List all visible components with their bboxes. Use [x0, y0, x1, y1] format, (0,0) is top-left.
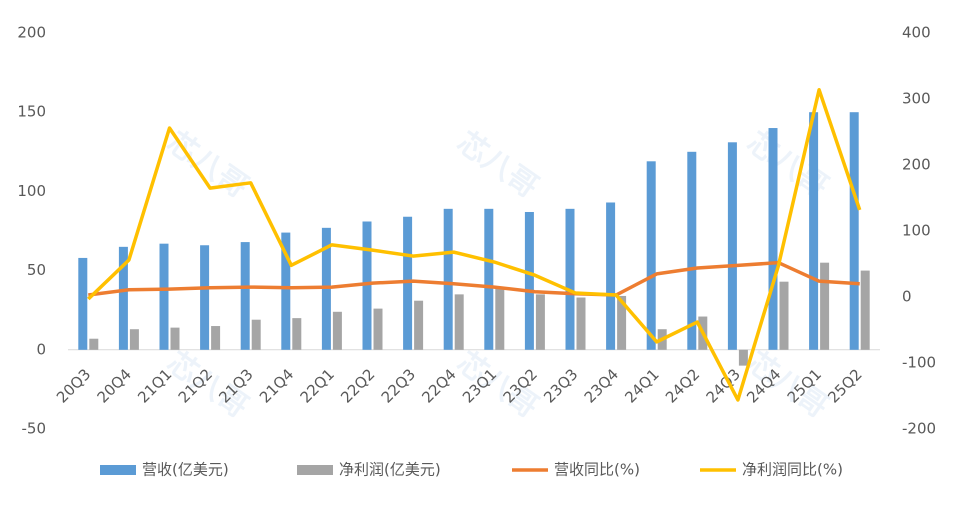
y2-tick-label: -200: [902, 420, 936, 438]
bar: [159, 243, 169, 350]
bar: [362, 221, 372, 350]
y-tick-label: 200: [17, 24, 46, 42]
bar: [403, 216, 413, 350]
bar: [495, 288, 505, 350]
bar: [281, 232, 291, 350]
bar: [535, 294, 545, 350]
watermark: 芯八哥: [741, 125, 835, 205]
bar: [373, 308, 383, 350]
x-tick-label: 22Q1: [297, 365, 338, 406]
bar: [414, 300, 424, 350]
y-tick-label: -50: [22, 420, 47, 438]
x-tick-label: 24Q1: [621, 365, 662, 406]
bar: [809, 112, 819, 350]
bar: [646, 161, 656, 350]
x-tick-label: 20Q4: [94, 365, 135, 406]
x-tick-label: 22Q3: [378, 365, 419, 406]
bar: [78, 257, 88, 350]
legend-label: 营收(亿美元): [142, 461, 229, 479]
bar: [443, 208, 453, 350]
y2-tick-label: 0: [902, 288, 912, 306]
bar: [251, 319, 261, 350]
x-tick-label: 22Q2: [337, 365, 378, 406]
bar: [687, 151, 697, 350]
watermark: 芯八哥: [451, 125, 545, 205]
y2-tick-label: 400: [902, 24, 931, 42]
bar: [484, 208, 494, 350]
bar: [129, 329, 139, 350]
bar: [820, 262, 830, 350]
bar: [118, 246, 128, 350]
bar: [849, 112, 859, 350]
legend-label: 净利润(亿美元): [339, 461, 441, 479]
bar: [768, 128, 778, 350]
y2-tick-label: 200: [902, 156, 931, 174]
y-tick-label: 100: [17, 182, 46, 200]
bar: [617, 295, 627, 350]
bar: [292, 318, 302, 350]
y-tick-label: 0: [36, 340, 46, 358]
line: [88, 260, 860, 297]
bar: [240, 242, 250, 350]
bar: [524, 211, 534, 350]
y-tick-label: 150: [17, 103, 46, 121]
bar: [565, 208, 575, 350]
x-tick-label: 23Q3: [540, 365, 581, 406]
y-tick-label: 50: [27, 261, 46, 279]
x-tick-label: 23Q4: [581, 365, 622, 406]
bar: [738, 349, 748, 366]
bar: [727, 142, 737, 350]
bar: [211, 326, 221, 350]
x-tick-label: 25Q2: [824, 365, 865, 406]
line: [87, 88, 862, 402]
y2-tick-label: 300: [902, 90, 931, 108]
bar: [860, 270, 870, 350]
legend-swatch: [297, 465, 333, 475]
legend-label: 营收同比(%): [554, 461, 640, 479]
legend-label: 净利润同比(%): [742, 461, 843, 479]
x-tick-label: 21Q4: [256, 365, 297, 406]
bar: [170, 327, 180, 350]
x-tick-label: 20Q3: [53, 365, 94, 406]
x-tick-label: 24Q2: [662, 365, 703, 406]
bar: [200, 245, 210, 350]
y2-tick-label: -100: [902, 354, 936, 372]
bar: [89, 338, 99, 350]
bar: [576, 297, 586, 350]
bar: [606, 202, 616, 350]
bar: [779, 281, 789, 350]
legend-swatch: [100, 465, 136, 475]
bar: [332, 311, 342, 350]
bar: [454, 294, 464, 350]
y2-tick-label: 100: [902, 222, 931, 240]
